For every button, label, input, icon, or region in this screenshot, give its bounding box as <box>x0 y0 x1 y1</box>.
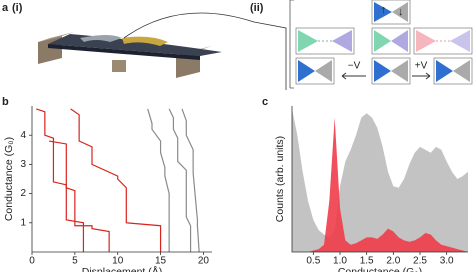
trace <box>70 108 162 252</box>
x-tick-label: 2.5 <box>413 256 427 267</box>
y-tick-label: 2 <box>20 188 26 199</box>
x-axis-label: Displacement (Å) <box>82 265 163 272</box>
x-tick-label: 2.0 <box>386 256 400 267</box>
x-tick-label: 1.5 <box>360 256 374 267</box>
x-axis-label: Conductance (G₀) <box>338 266 422 272</box>
voltage-label: −V <box>348 61 361 72</box>
x-tick-label: 20 <box>198 256 210 267</box>
panel-label: b <box>2 96 9 108</box>
panel-label: a <box>2 2 9 14</box>
y-axis-label: Counts (arb. units) <box>274 136 286 222</box>
y-tick-label: 1 <box>20 217 26 228</box>
axes <box>31 106 212 253</box>
y-tick-label: 4 <box>20 130 26 141</box>
junction-diagram: ↑ ↓ <box>253 0 473 90</box>
histogram-area <box>292 108 468 252</box>
histogram-area <box>292 117 468 253</box>
y-tick-label: 3 <box>20 159 26 170</box>
y-axis-label: Conductance (G₀) <box>3 137 15 221</box>
trace <box>36 108 85 252</box>
trace <box>49 140 110 252</box>
voltage-label: +V <box>415 61 428 72</box>
panel-label: (ii) <box>250 2 264 14</box>
x-tick-label: 3.0 <box>440 256 454 267</box>
x-tick-label: 0 <box>29 256 35 267</box>
x-tick-label: 10 <box>112 256 124 267</box>
device-illustration <box>38 12 255 78</box>
svg-text:↓: ↓ <box>398 6 404 18</box>
x-tick-label: 0.5 <box>306 256 320 267</box>
panel-label: c <box>262 96 268 108</box>
trace <box>147 108 170 252</box>
trace <box>181 108 200 253</box>
panel-label: (i) <box>12 2 23 14</box>
x-tick-label: 5 <box>72 256 78 267</box>
axes <box>291 106 468 253</box>
x-tick-label: 1.0 <box>333 256 347 267</box>
x-tick-label: 15 <box>155 256 167 267</box>
svg-text:↑: ↑ <box>381 4 387 16</box>
trace <box>168 108 192 252</box>
